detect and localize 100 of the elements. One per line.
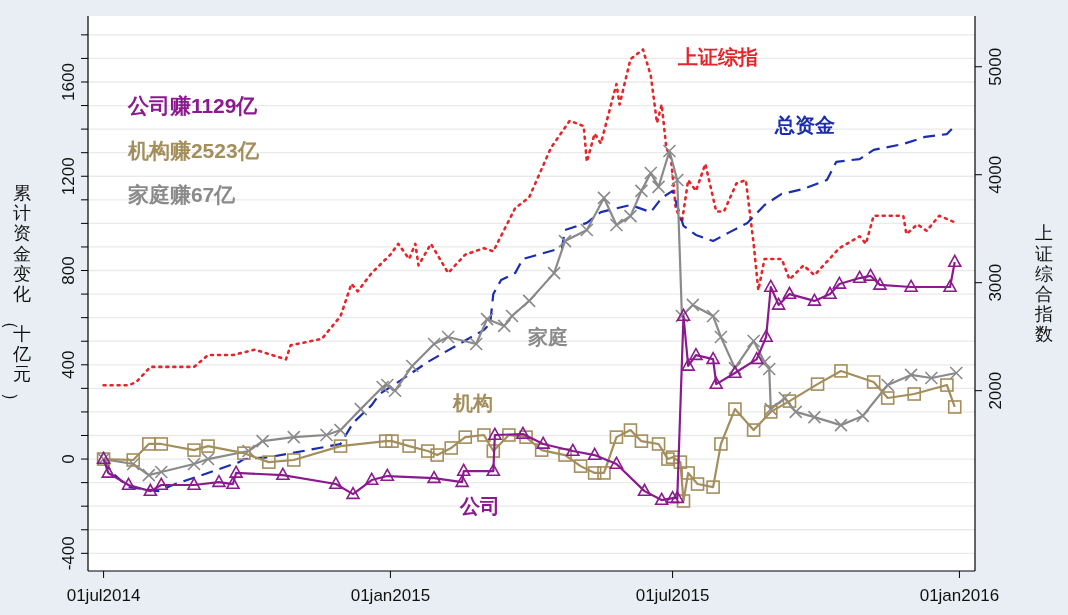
point (187, 477, 201, 490)
point (547, 266, 561, 280)
point (154, 437, 169, 451)
series-label: 上证综指 (676, 46, 758, 69)
point (458, 430, 473, 444)
point (670, 490, 685, 504)
annotation: 家庭赚67亿 (126, 182, 237, 206)
point (746, 334, 761, 348)
point (101, 465, 116, 478)
point (480, 312, 494, 326)
point (907, 387, 921, 401)
point (807, 410, 822, 424)
y-tick-label: 0 (59, 454, 78, 464)
point (686, 298, 700, 312)
series-label: 公司 (459, 495, 501, 518)
point (329, 476, 343, 490)
point (385, 434, 399, 448)
point (580, 223, 594, 237)
point (706, 480, 720, 494)
point (866, 375, 881, 389)
point (873, 277, 887, 290)
point (354, 402, 368, 416)
point (637, 483, 652, 497)
y-tick-label: -400 (59, 536, 78, 571)
point (486, 463, 501, 477)
point (597, 191, 611, 205)
point (643, 166, 658, 180)
line-series (102, 48, 957, 387)
point (333, 439, 348, 453)
point (388, 383, 402, 398)
point (855, 409, 870, 423)
point (380, 468, 395, 482)
point (681, 466, 695, 480)
point (709, 376, 724, 390)
point (375, 380, 390, 394)
point (319, 428, 334, 442)
point (126, 453, 141, 467)
point (573, 459, 588, 473)
point (516, 426, 530, 440)
x-tick-label: 01jan2016 (919, 586, 1000, 605)
point (749, 351, 764, 365)
point (728, 365, 742, 379)
point (788, 405, 803, 419)
point (863, 268, 878, 281)
x-tick-label: 01jul2015 (635, 586, 710, 605)
point (947, 254, 962, 268)
point (681, 358, 695, 371)
point (634, 184, 649, 198)
point (262, 455, 276, 469)
point (201, 452, 215, 466)
y2-axis-title: 上证综合指数 (1034, 223, 1053, 345)
point (378, 434, 393, 448)
point (654, 492, 669, 506)
point (904, 368, 918, 382)
point (782, 394, 797, 408)
point (405, 359, 420, 373)
point (486, 444, 501, 458)
point (456, 463, 471, 477)
point (497, 319, 512, 333)
point (759, 329, 773, 342)
annotation: 机构赚2523亿 (126, 139, 260, 163)
point (665, 490, 680, 504)
point (126, 457, 141, 471)
point (728, 361, 742, 375)
point (566, 443, 580, 457)
point (427, 470, 441, 484)
point (706, 351, 720, 365)
point (519, 430, 533, 444)
point (558, 448, 572, 462)
point (587, 447, 602, 461)
point (558, 234, 572, 248)
point (714, 330, 728, 344)
point (187, 457, 201, 471)
point (427, 337, 441, 351)
point (661, 452, 675, 466)
y2-tick-label: 2000 (986, 371, 1005, 410)
point (333, 423, 348, 437)
y-tick-label: 800 (59, 256, 78, 285)
point (488, 427, 502, 441)
point (924, 371, 939, 385)
point (746, 423, 761, 437)
series-label: 总资金 (773, 113, 835, 136)
point (852, 270, 867, 284)
point (276, 467, 290, 481)
point (728, 402, 742, 416)
point (757, 355, 772, 369)
point (880, 378, 895, 392)
y-tick-label: 1600 (59, 63, 78, 101)
x-tick-label: 01jul2014 (66, 586, 141, 605)
point (286, 453, 301, 467)
point (771, 297, 786, 310)
point (587, 466, 602, 480)
point (241, 444, 256, 458)
point (364, 472, 379, 486)
point (286, 430, 301, 444)
x-tick-label: 01jan2015 (350, 586, 431, 605)
point (949, 366, 964, 380)
point (212, 474, 226, 488)
y-tick-label: 400 (59, 350, 78, 379)
point (623, 423, 638, 437)
